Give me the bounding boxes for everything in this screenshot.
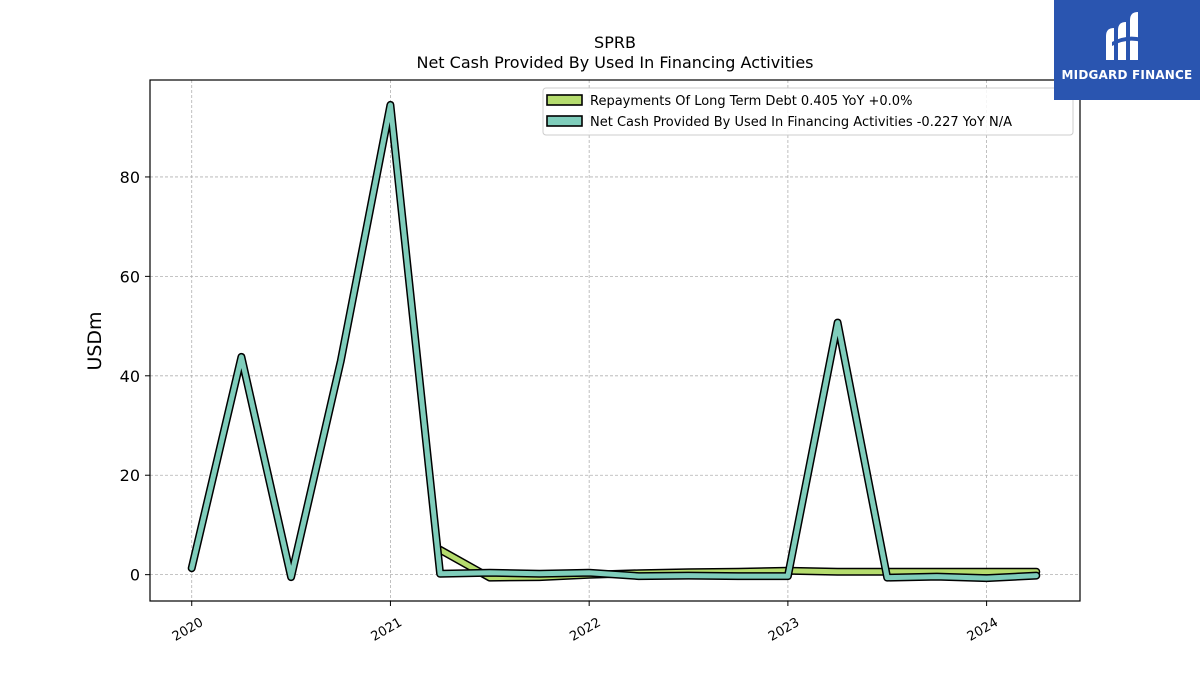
- x-tick-label: 2022: [567, 615, 603, 645]
- logo-text: MIDGARD FINANCE: [1061, 68, 1193, 82]
- series-1-line: [189, 102, 1039, 581]
- x-tick-label: 2023: [766, 615, 802, 645]
- chart-subtitle: Net Cash Provided By Used In Financing A…: [416, 53, 813, 72]
- grid: [150, 80, 1080, 601]
- legend-entry: Repayments Of Long Term Debt 0.405 YoY +…: [590, 94, 912, 109]
- series-1-outline: [187, 100, 1041, 583]
- chart-title: SPRB: [594, 33, 636, 52]
- y-tick-label: 60: [120, 267, 140, 286]
- y-tick-label: 80: [120, 168, 140, 187]
- y-tick-label: 40: [120, 367, 140, 386]
- x-tick-label: 2020: [170, 615, 206, 645]
- legend-swatch: [546, 115, 583, 127]
- x-tick-label: 2024: [965, 615, 1001, 645]
- legend-box: [542, 87, 1074, 136]
- midgard-logo-icon: [1106, 12, 1142, 60]
- y-tick-label: 20: [120, 466, 140, 485]
- legend-entry: Net Cash Provided By Used In Financing A…: [590, 115, 1012, 130]
- plot-frame: [149, 79, 1081, 602]
- x-tick-label: 2021: [369, 615, 405, 645]
- legend-swatch: [546, 94, 583, 106]
- legend: Repayments Of Long Term Debt 0.405 YoY +…: [542, 87, 1074, 136]
- series-layer: [187, 100, 1041, 583]
- y-tick-label: 0: [130, 566, 140, 585]
- y-axis-label: USDm: [84, 311, 106, 370]
- midgard-finance-logo: MIDGARD FINANCE: [1054, 0, 1200, 100]
